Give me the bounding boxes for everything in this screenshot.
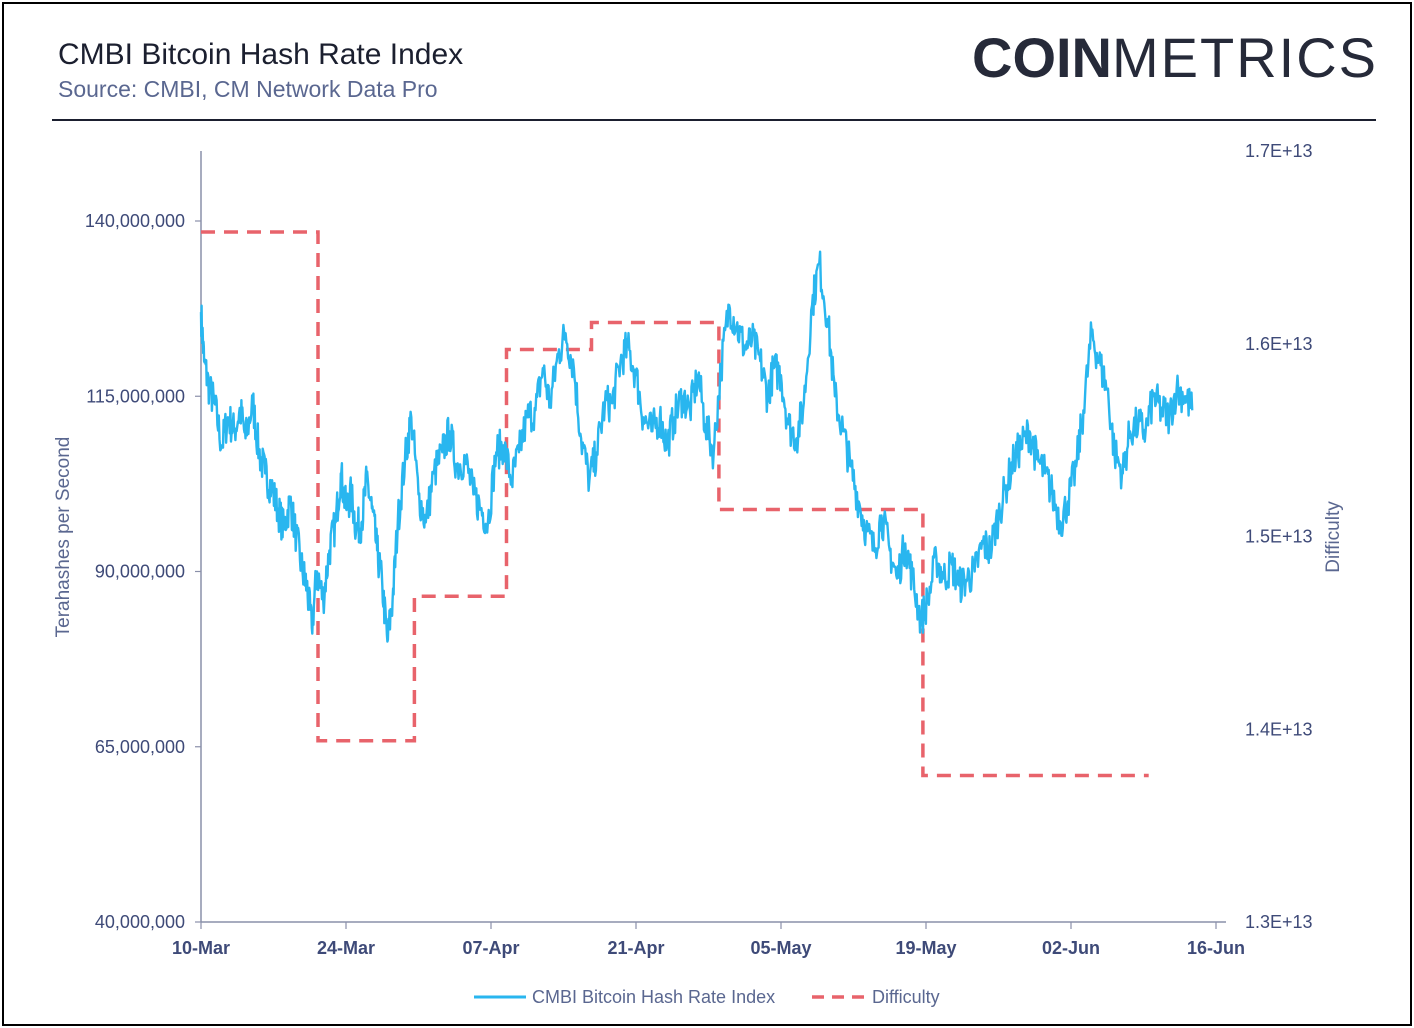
logo-light-text: METRICS	[1112, 26, 1378, 89]
left-tick-label: 40,000,000	[95, 912, 185, 932]
right-tick-label: 1.7E+13	[1245, 141, 1313, 161]
legend: CMBI Bitcoin Hash Rate Index Difficulty	[474, 987, 940, 1007]
left-axis-title: Terahashes per Second	[53, 437, 74, 638]
coinmetrics-logo: COINMETRICS	[972, 28, 1378, 88]
axis-labels-group: 40,000,000 65,000,000 90,000,000 115,000,00…	[53, 141, 1344, 958]
chart-title: CMBI Bitcoin Hash Rate Index	[58, 38, 464, 71]
x-tick-label: 05-May	[750, 938, 811, 958]
chart-subtitle: Source: CMBI, CM Network Data Pro	[58, 76, 438, 102]
x-tick-label: 24-Mar	[317, 938, 375, 958]
x-tick-label: 02-Jun	[1042, 938, 1100, 958]
left-tick-label: 90,000,000	[95, 562, 185, 582]
x-tick-label: 10-Mar	[172, 938, 230, 958]
x-tick-label: 07-Apr	[462, 938, 519, 958]
difficulty-series-layer	[201, 230, 1149, 778]
left-tick-label: 115,000,000	[86, 386, 185, 406]
x-tick-label: 21-Apr	[607, 938, 664, 958]
hash-rate-line	[199, 250, 1194, 643]
header-divider	[52, 119, 1376, 121]
right-tick-label: 1.5E+13	[1245, 527, 1313, 547]
left-tick-label: 65,000,000	[95, 737, 185, 757]
x-tick-label: 19-May	[895, 938, 956, 958]
difficulty-line	[201, 230, 1149, 778]
right-tick-label: 1.3E+13	[1245, 912, 1313, 932]
x-tick-label: 16-Jun	[1187, 938, 1245, 958]
legend-difficulty-label: Difficulty	[872, 987, 940, 1007]
hash-rate-series-layer	[199, 250, 1194, 643]
axes-group	[195, 151, 1226, 929]
left-tick-label: 140,000,000	[85, 211, 185, 231]
right-tick-label: 1.4E+13	[1245, 719, 1313, 739]
logo-bold-text: COIN	[972, 26, 1112, 89]
right-axis-title: Difficulty	[1323, 501, 1344, 573]
legend-hash-rate-label: CMBI Bitcoin Hash Rate Index	[532, 987, 775, 1007]
right-tick-label: 1.6E+13	[1245, 334, 1313, 354]
